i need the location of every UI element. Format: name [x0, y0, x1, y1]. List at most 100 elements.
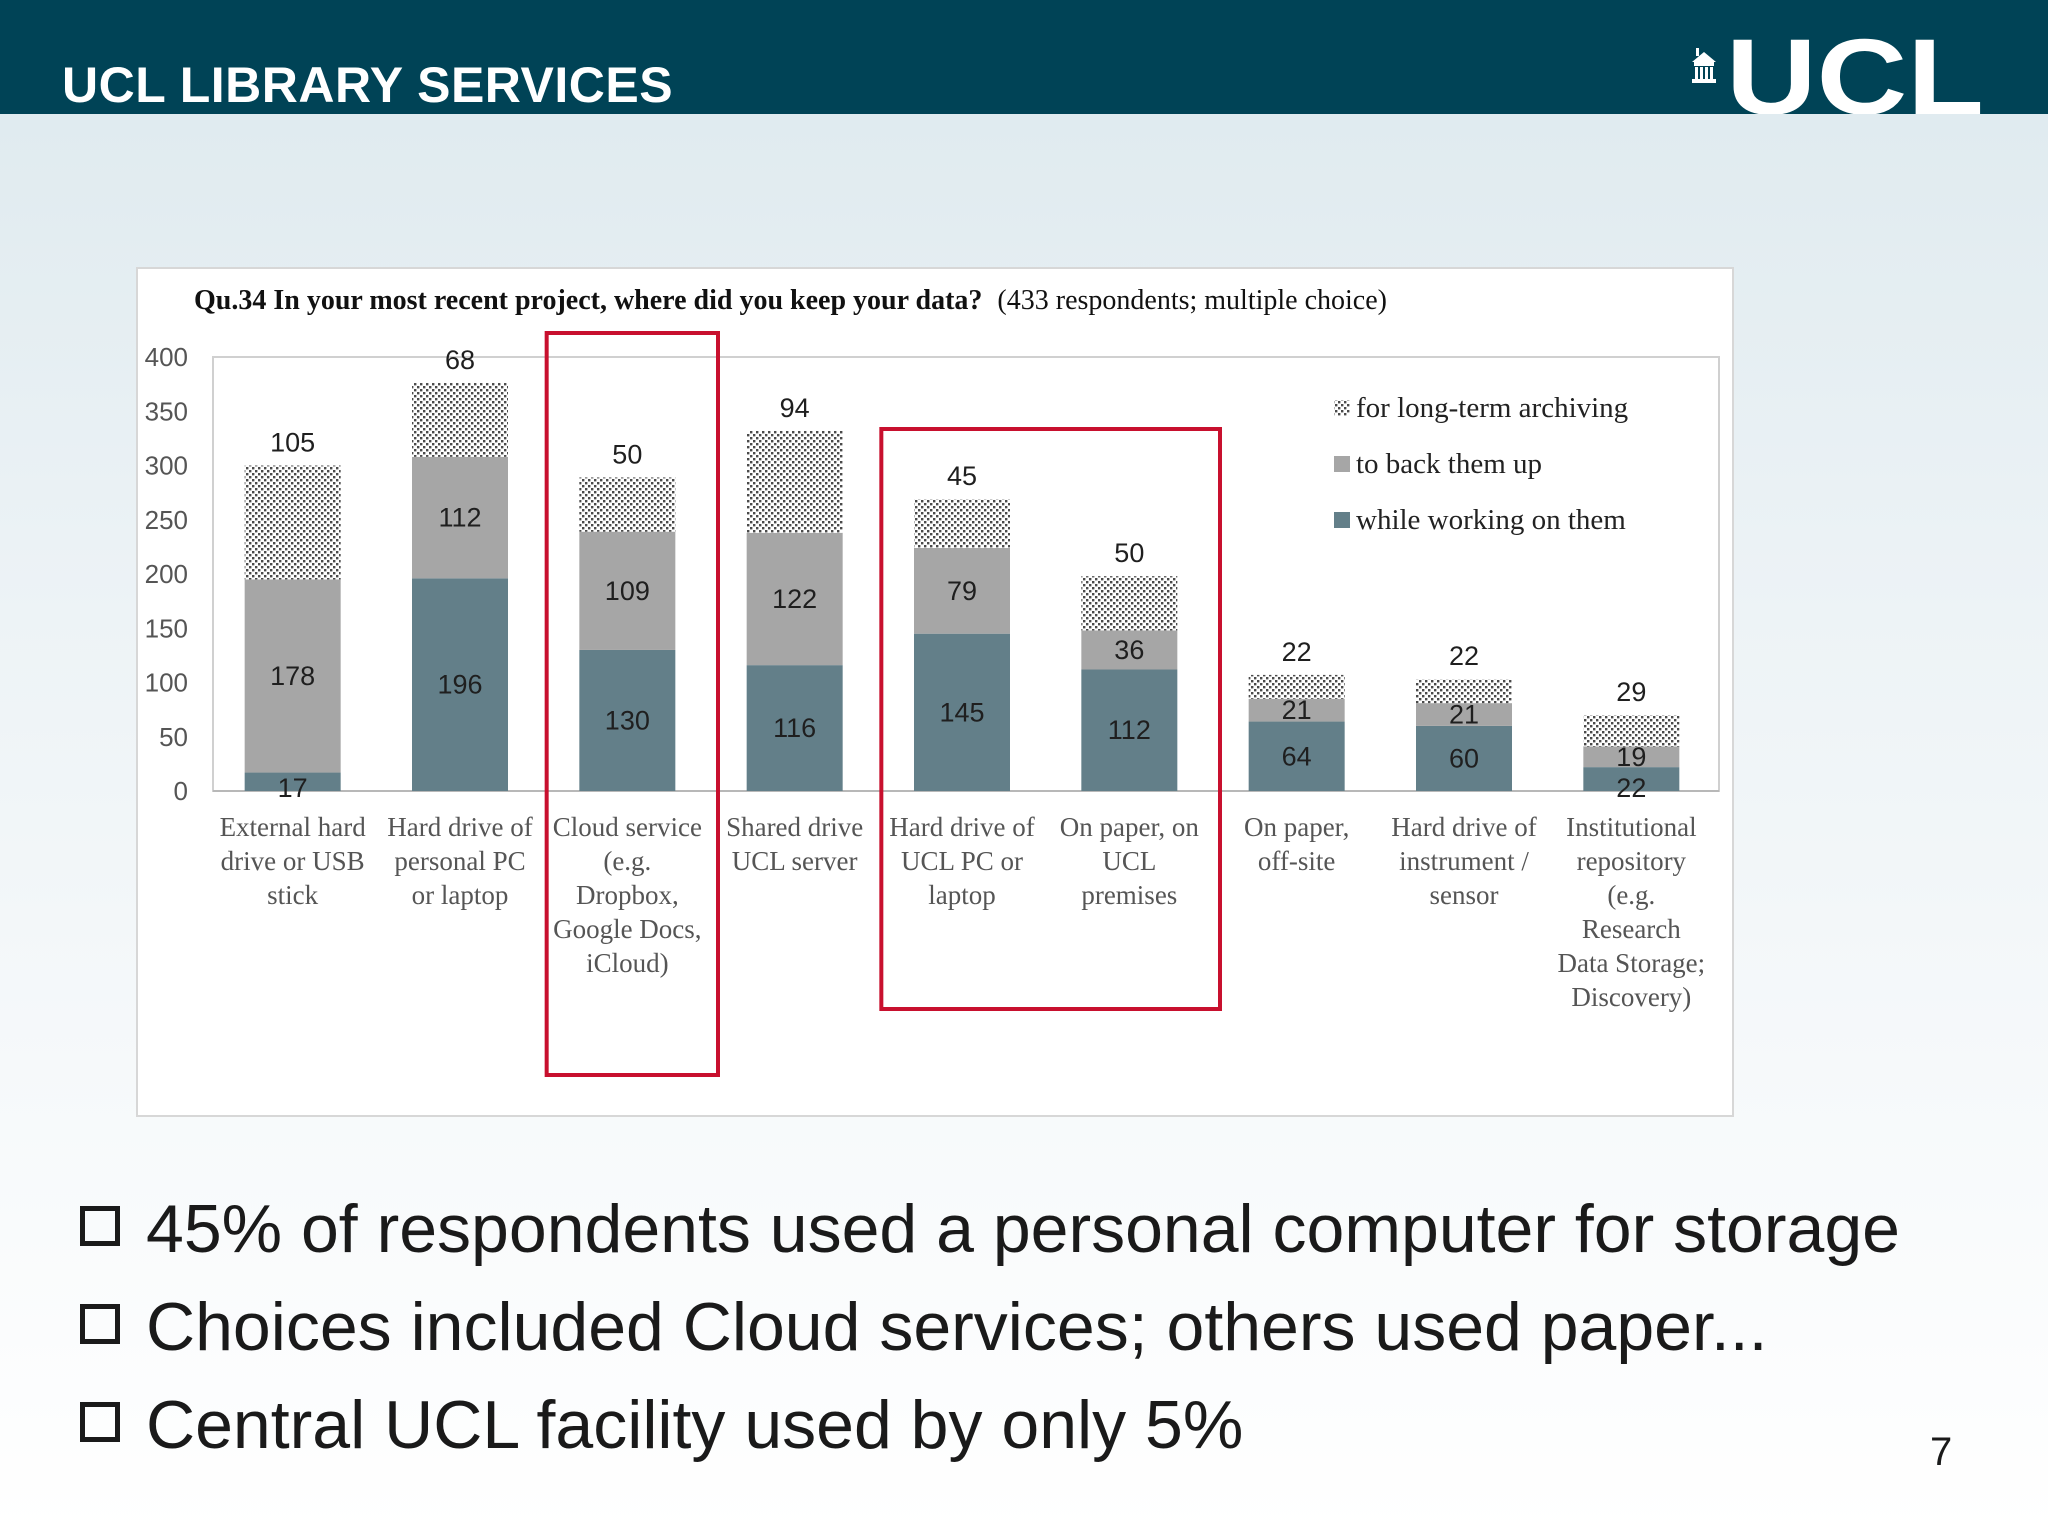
legend-entry: to back them up	[1334, 448, 1542, 480]
y-tick-label: 300	[145, 451, 188, 481]
data-label: 145	[939, 697, 984, 727]
bars: 17 178 105 196 112 68 130 109 50 116 122 94 145 79 45 1…	[244, 345, 1680, 803]
bullet-item: Choices included Cloud services; others …	[80, 1278, 1980, 1376]
x-tick-label: Shared drive UCL server	[726, 812, 863, 876]
bar-segment	[244, 579, 341, 773]
bar-segment	[914, 633, 1010, 791]
checkbox-bullet-icon	[80, 1206, 120, 1247]
data-label: 105	[270, 428, 315, 458]
bar-segment	[579, 649, 676, 791]
data-label: 112	[1108, 715, 1151, 745]
data-label: 94	[780, 393, 810, 423]
x-tick-label: Hard drive of personal PC or laptop	[387, 812, 532, 910]
bar-segment	[1583, 715, 1680, 747]
bar-segment	[746, 665, 843, 791]
bar-segment	[1583, 767, 1680, 791]
y-axis-ticks: 0 50 100 150 200 250 300 350 400	[145, 342, 188, 806]
chart-subtitle: (433 respondents; multiple choice)	[997, 285, 1387, 316]
bar-segment	[1081, 576, 1178, 631]
x-tick-label: Cloud service (e.g. Dropbox, Google Docs, iC…	[553, 812, 702, 978]
bar-segment	[1248, 698, 1345, 722]
x-tick-label: Hard drive of instrument / sensor	[1391, 812, 1536, 910]
highlight-boxes	[544, 331, 1222, 1077]
data-label: 21	[1282, 695, 1312, 725]
data-label: 22	[1616, 773, 1646, 803]
x-tick-label: On paper, on UCL premises	[1060, 812, 1200, 910]
y-tick-label: 50	[159, 722, 188, 752]
header-title: UCL LIBRARY SERVICES	[62, 57, 674, 113]
y-tick-label: 0	[174, 776, 188, 806]
legend-label: while working on them	[1356, 504, 1626, 536]
checkbox-bullet-icon	[80, 1402, 120, 1443]
bar-segment	[1583, 746, 1680, 768]
data-label: 17	[278, 773, 308, 803]
data-label: 130	[605, 705, 650, 735]
ucl-logo: UCL	[1692, 32, 1984, 114]
data-label: 196	[437, 670, 482, 700]
stacked-bar-chart: Qu.34 In your most recent project, where…	[145, 285, 1720, 1077]
chart-panel: Qu.34 In your most recent project, where…	[136, 267, 1734, 1117]
data-label: 45	[947, 461, 977, 491]
bar-segment	[1081, 669, 1178, 791]
bar-segment	[244, 465, 341, 580]
data-label: 109	[605, 576, 650, 606]
bar-segment	[1416, 679, 1512, 704]
data-label: 116	[773, 713, 816, 743]
data-label: 79	[947, 576, 977, 606]
data-label: 22	[1449, 641, 1479, 671]
bar-segment	[1416, 725, 1512, 791]
x-tick-label: Hard drive of UCL PC or laptop	[889, 812, 1034, 910]
bar-segment	[412, 578, 508, 791]
chart-title: Qu.34 In your most recent project, where…	[194, 285, 1387, 316]
legend-swatch	[1334, 512, 1350, 528]
header-bar: UCL LIBRARY SERVICES UCL	[0, 0, 2048, 114]
data-label: 29	[1616, 677, 1646, 707]
y-tick-label: 100	[145, 668, 188, 698]
bullet-text: 45% of respondents used a personal compu…	[146, 1191, 1900, 1267]
bar-segment	[244, 772, 341, 791]
legend-entry: for long-term archiving	[1334, 392, 1628, 424]
data-label: 68	[445, 345, 475, 375]
checkbox-bullet-icon	[80, 1304, 120, 1345]
bar-segment	[1248, 674, 1345, 699]
data-label: 64	[1282, 741, 1312, 771]
bullet-item: 45% of respondents used a personal compu…	[80, 1180, 1980, 1278]
bar-segment	[579, 477, 676, 532]
y-tick-label: 200	[145, 559, 188, 589]
data-label: 50	[1114, 538, 1144, 568]
y-tick-label: 250	[145, 505, 188, 535]
bullet-text: Choices included Cloud services; others …	[146, 1289, 1768, 1365]
bar-segment	[914, 499, 1010, 548]
data-label: 112	[438, 503, 481, 533]
bar-segment	[914, 547, 1010, 634]
chart-title-main: Qu.34 In your most recent project, where…	[194, 285, 982, 316]
highlight-box	[879, 427, 1222, 1011]
bullet-text: Central UCL facility used by only 5%	[146, 1387, 1244, 1463]
bar-segment	[746, 430, 843, 533]
x-tick-label: External hard drive or USB stick	[220, 812, 367, 910]
bar-segment	[1081, 630, 1178, 670]
data-label: 122	[772, 584, 817, 614]
y-tick-label: 400	[145, 342, 188, 372]
bullet-item: Central UCL facility used by only 5%	[80, 1376, 1980, 1474]
legend-swatch	[1334, 400, 1350, 416]
data-label: 21	[1449, 700, 1479, 730]
data-label: 22	[1282, 637, 1312, 667]
y-tick-label: 350	[145, 396, 188, 426]
data-label: 19	[1616, 742, 1646, 772]
bar-segment	[579, 531, 676, 650]
data-label: 178	[270, 661, 315, 691]
data-label: 50	[612, 439, 642, 469]
logo-text: UCL	[1726, 32, 1984, 114]
legend-swatch	[1334, 456, 1350, 472]
bar-segment	[1416, 703, 1512, 726]
legend-label: to back them up	[1356, 448, 1542, 480]
bar-segment	[1248, 721, 1345, 791]
y-tick-label: 150	[145, 613, 188, 643]
legend-label: for long-term archiving	[1356, 392, 1628, 424]
bar-segment	[412, 456, 508, 579]
page-number: 7	[1930, 1430, 1953, 1474]
x-tick-label: On paper, off-site	[1244, 812, 1349, 876]
legend-entry: while working on them	[1334, 504, 1626, 536]
data-label: 60	[1449, 743, 1479, 773]
